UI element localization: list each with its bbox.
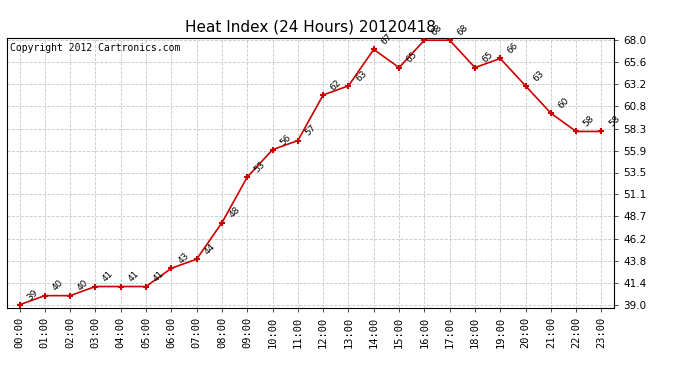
Text: 39: 39	[25, 288, 39, 302]
Title: Heat Index (24 Hours) 20120418: Heat Index (24 Hours) 20120418	[185, 20, 436, 35]
Text: 63: 63	[354, 69, 368, 83]
Text: 68: 68	[455, 23, 470, 38]
Text: 63: 63	[531, 69, 546, 83]
Text: 60: 60	[556, 96, 571, 110]
Text: 62: 62	[328, 78, 343, 92]
Text: 41: 41	[152, 269, 166, 284]
Text: 41: 41	[126, 269, 141, 284]
Text: 58: 58	[582, 114, 596, 129]
Text: 40: 40	[50, 279, 65, 293]
Text: 48: 48	[228, 206, 242, 220]
Text: 41: 41	[101, 269, 115, 284]
Text: 68: 68	[430, 23, 444, 38]
Text: 58: 58	[607, 114, 622, 129]
Text: 65: 65	[480, 50, 495, 65]
Text: Copyright 2012 Cartronics.com: Copyright 2012 Cartronics.com	[10, 43, 180, 53]
Text: 66: 66	[506, 41, 520, 56]
Text: 57: 57	[304, 123, 318, 138]
Text: 67: 67	[380, 32, 394, 46]
Text: 43: 43	[177, 251, 191, 266]
Text: 65: 65	[404, 50, 419, 65]
Text: 40: 40	[76, 279, 90, 293]
Text: 53: 53	[253, 160, 267, 174]
Text: 44: 44	[202, 242, 217, 256]
Text: 56: 56	[278, 132, 293, 147]
